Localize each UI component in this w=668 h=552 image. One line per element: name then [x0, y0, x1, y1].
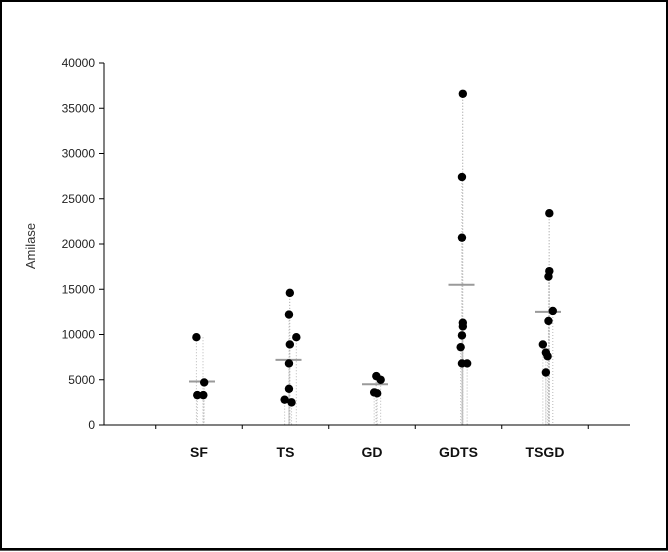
marks-layer: [189, 89, 561, 407]
data-point: [280, 395, 289, 404]
y-tick-label: 15000: [62, 282, 96, 296]
y-axis-title: Amilase: [23, 223, 38, 269]
data-point: [376, 375, 385, 384]
data-point: [284, 310, 294, 319]
data-point: [457, 172, 467, 182]
data-point: [544, 316, 553, 326]
x-category-label: SF: [190, 444, 208, 460]
data-point: [544, 272, 553, 281]
data-point: [543, 352, 552, 361]
data-point: [545, 209, 554, 218]
data-point: [193, 390, 202, 400]
data-point: [541, 368, 551, 377]
x-category-label: TS: [277, 444, 295, 460]
data-point: [292, 333, 301, 342]
data-point: [372, 389, 382, 398]
y-tick-label: 0: [88, 418, 95, 432]
x-category-label: TSGD: [526, 444, 565, 460]
data-point: [548, 306, 557, 316]
data-point: [192, 333, 201, 342]
y-tick-label: 20000: [62, 237, 96, 251]
data-point: [538, 340, 548, 349]
data-point: [199, 390, 208, 400]
y-tick-label: 5000: [68, 373, 95, 387]
data-point: [285, 340, 295, 349]
y-tick-label: 25000: [62, 192, 96, 206]
data-point: [462, 359, 472, 368]
data-point: [287, 398, 296, 407]
data-point: [199, 378, 209, 387]
data-point: [456, 342, 465, 352]
data-point: [284, 359, 294, 368]
y-tick-label: 10000: [62, 328, 96, 342]
data-point: [285, 288, 295, 298]
data-point: [458, 322, 468, 331]
x-category-label: GD: [362, 444, 383, 460]
data-point: [458, 89, 468, 98]
axes-layer: 0 5000 10000 15000 20000 25000 30000 35000 40000…: [62, 56, 630, 460]
x-category-label: GDTS: [439, 444, 478, 460]
data-point: [284, 384, 294, 393]
y-tick-label: 40000: [62, 56, 96, 70]
y-tick-label: 35000: [62, 101, 96, 115]
data-point: [457, 233, 467, 242]
y-tick-label: 30000: [62, 147, 96, 161]
data-point: [457, 331, 467, 340]
